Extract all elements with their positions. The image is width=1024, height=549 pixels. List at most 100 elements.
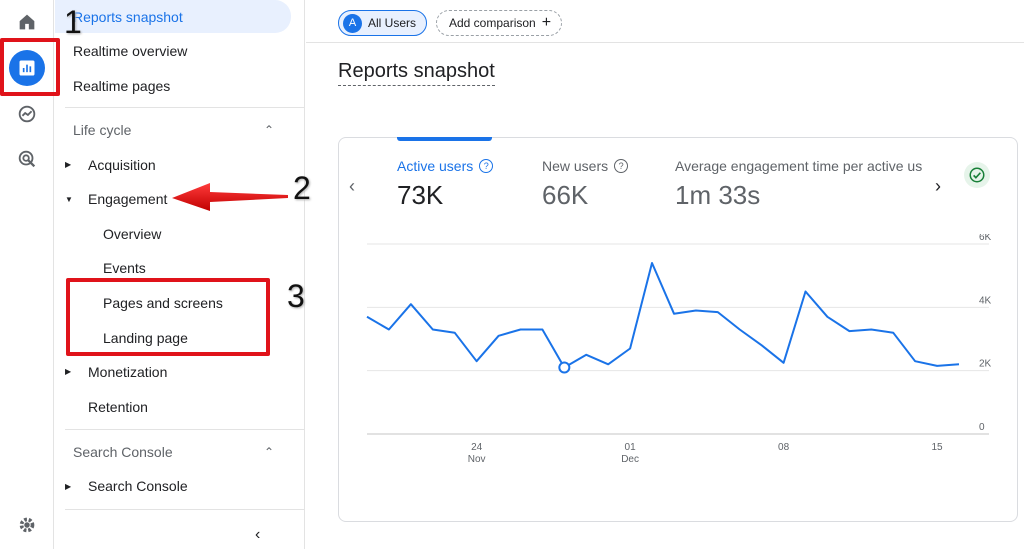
help-icon[interactable]: ? (479, 159, 494, 173)
chevron-up-icon[interactable]: ⌃ (263, 123, 274, 137)
nav-item-realtime-pages[interactable]: Realtime pages (73, 78, 171, 94)
data-point[interactable] (738, 328, 742, 332)
metric-value-new-users: 66K (542, 180, 589, 210)
y-tick-label: 6K (979, 234, 992, 243)
advertising-icon[interactable] (11, 143, 43, 175)
data-point[interactable] (957, 362, 961, 366)
x-tick-month: Dec (621, 454, 639, 465)
x-tick-day: 08 (778, 442, 790, 453)
data-point[interactable] (891, 331, 895, 335)
metrics-card: ‹ › Active users ? 73K New users ? 66K A… (338, 137, 1018, 522)
data-point[interactable] (431, 328, 435, 332)
metric-label-avg-engagement: Average engagement time per active us (675, 158, 922, 174)
data-point[interactable] (804, 290, 808, 294)
nav-item-engagement[interactable]: Engagement (88, 191, 168, 207)
y-tick-label: 0 (979, 422, 985, 433)
plus-icon: + (541, 14, 552, 31)
y-tick-label: 2K (979, 359, 992, 370)
nav-item-overview[interactable]: Overview (103, 226, 162, 242)
data-point[interactable] (453, 331, 457, 335)
nav-item-acquisition[interactable]: Acquisition (88, 157, 156, 173)
metric-value-avg-engagement: 1m 33s (675, 180, 761, 210)
nav-selected-highlight (55, 0, 291, 33)
lifecycle-header[interactable]: Life cycle (73, 122, 132, 138)
add-comparison-label: Add comparison (449, 16, 536, 30)
nav-item-retention[interactable]: Retention (88, 399, 148, 415)
help-icon[interactable]: ? (614, 159, 629, 173)
chevron-right-icon[interactable]: › (935, 176, 941, 196)
check-circle-icon[interactable] (964, 162, 990, 188)
annotation-box-1 (0, 38, 60, 96)
nav-panel: Reports snapshot Realtime overview Realt… (55, 0, 305, 549)
annotation-box-3 (66, 278, 270, 356)
data-point[interactable] (935, 364, 939, 368)
metric-new-users[interactable]: New users ? 66K (542, 158, 629, 211)
data-point[interactable] (475, 359, 479, 363)
add-comparison-button[interactable]: Add comparison + (436, 10, 563, 36)
segment-label: All Users (368, 16, 417, 30)
nav-divider (65, 107, 305, 108)
data-point[interactable] (847, 329, 851, 333)
data-point[interactable] (365, 315, 369, 319)
data-point[interactable] (913, 359, 917, 363)
data-point[interactable] (497, 334, 501, 338)
annotation-number-2: 2 (293, 170, 311, 206)
x-tick-month: Nov (468, 454, 486, 465)
chevron-up-icon[interactable]: ⌃ (263, 445, 274, 459)
y-tick-label: 4K (979, 295, 992, 306)
collapse-triangle-icon[interactable]: ▼ (65, 195, 73, 204)
expand-triangle-icon[interactable]: ▶ (65, 367, 72, 376)
data-point[interactable] (825, 315, 829, 319)
data-point[interactable] (584, 353, 588, 357)
data-point[interactable] (387, 328, 391, 332)
home-icon[interactable] (11, 6, 43, 38)
x-tick-day: 15 (932, 442, 944, 453)
annotation-number-1: 1 (64, 4, 82, 40)
expand-triangle-icon[interactable]: ▶ (65, 160, 72, 169)
data-point[interactable] (650, 261, 654, 265)
data-point[interactable] (694, 309, 698, 313)
segment-letter: A (343, 13, 362, 33)
data-point[interactable] (628, 347, 632, 351)
search-console-header[interactable]: Search Console (73, 444, 173, 460)
nav-divider (65, 429, 305, 430)
metric-avg-engagement[interactable]: Average engagement time per active us 1m… (675, 158, 922, 211)
data-point[interactable] (782, 361, 786, 365)
x-tick-day: 24 (471, 442, 483, 453)
metric-label-text: Active users (397, 158, 474, 174)
nav-item-search-console[interactable]: Search Console (88, 478, 188, 494)
page-title: Reports snapshot (338, 60, 495, 86)
data-point[interactable] (409, 302, 413, 306)
data-point[interactable] (540, 328, 544, 332)
data-point[interactable] (606, 362, 610, 366)
reports-icon[interactable] (9, 50, 45, 86)
data-point[interactable] (760, 343, 764, 347)
annotation-arrow (172, 183, 288, 211)
nav-item-reports-snapshot[interactable]: Reports snapshot (73, 9, 183, 25)
expand-triangle-icon[interactable]: ▶ (65, 482, 72, 491)
nav-item-events[interactable]: Events (103, 260, 146, 276)
metric-label-new-users: New users ? (542, 158, 629, 174)
segment-chip[interactable]: A All Users (338, 10, 428, 36)
nav-item-monetization[interactable]: Monetization (88, 364, 168, 380)
settings-icon[interactable] (11, 509, 43, 541)
annotation-number-3: 3 (287, 278, 305, 314)
data-point[interactable] (672, 312, 676, 316)
data-point[interactable] (716, 310, 720, 314)
data-point[interactable] (518, 328, 522, 332)
metric-label-text: Average engagement time per active us (675, 158, 923, 174)
collapse-nav-icon[interactable]: ‹ (255, 526, 261, 543)
metric-value-active-users: 73K (397, 180, 444, 210)
highlighted-data-point[interactable] (558, 361, 571, 374)
active-tab-indicator (397, 137, 492, 141)
series-line-active-users[interactable] (366, 262, 960, 369)
metric-active-users[interactable]: Active users ? 73K (397, 158, 494, 211)
data-point[interactable] (869, 328, 873, 332)
nav-item-pages-and-screens[interactable]: Pages and screens (103, 295, 223, 311)
nav-item-realtime-overview[interactable]: Realtime overview (73, 43, 188, 59)
nav-item-landing-page[interactable]: Landing page (103, 330, 188, 346)
chevron-left-icon[interactable]: ‹ (349, 176, 355, 196)
main-content: A All Users Add comparison + Reports sna… (306, 0, 1024, 549)
explore-icon[interactable] (11, 98, 43, 130)
